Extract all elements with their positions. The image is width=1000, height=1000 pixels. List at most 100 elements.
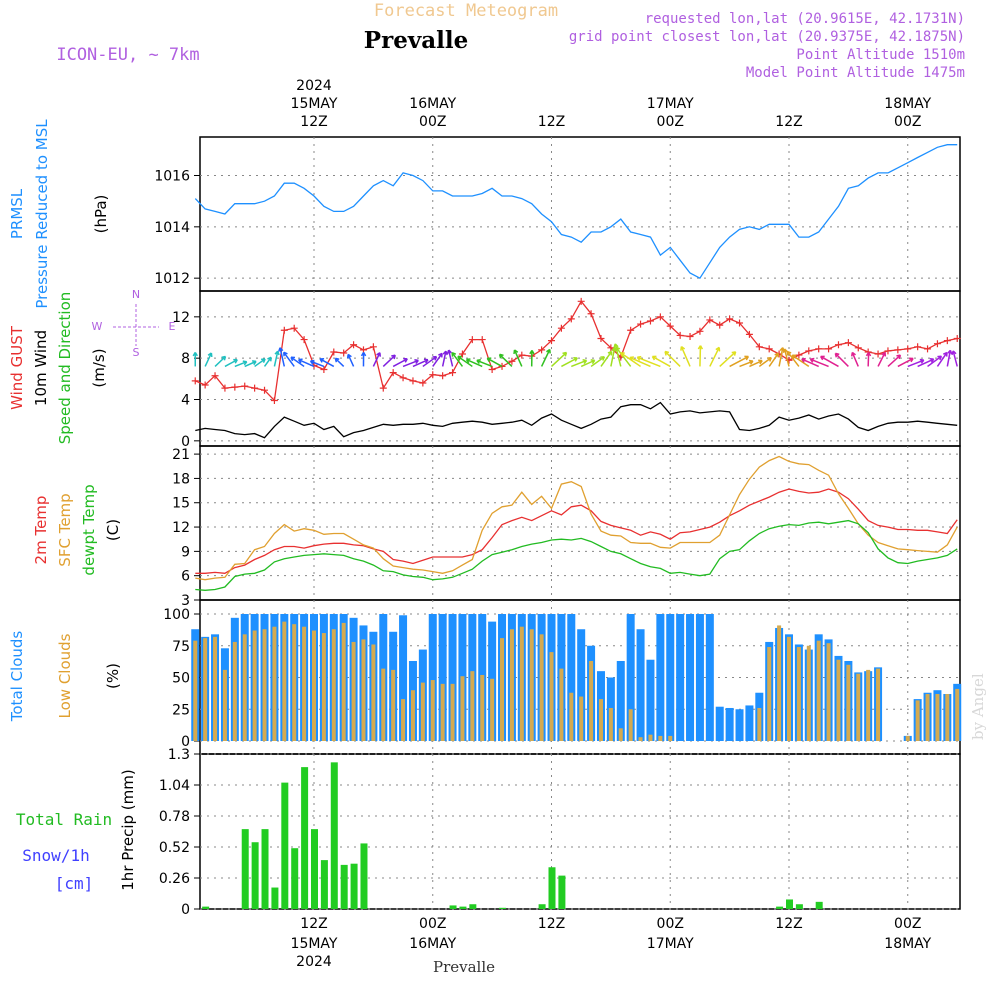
wind-arrow-head (929, 357, 935, 363)
low-cloud-bar (618, 728, 623, 741)
wind-arrow (451, 352, 464, 367)
wind-arrow-head (261, 358, 266, 364)
wind-arrow (652, 355, 671, 368)
y-tick-label: 0.26 (159, 871, 190, 887)
low-cloud-bar (648, 734, 653, 741)
low-clouds-label: Low Clouds (56, 633, 74, 718)
low-cloud-bar (321, 633, 326, 741)
rain-bar (795, 904, 803, 909)
wind-arrow-head (283, 351, 288, 357)
gridpoint-coords: grid point closest lon,lat (20.9375E, 42… (569, 29, 965, 45)
wind-arrow (214, 355, 226, 367)
total-cloud-bar (745, 705, 754, 741)
wind-arrow-head (309, 359, 315, 365)
low-cloud-bar (341, 622, 346, 741)
wind-arrow-head (590, 359, 596, 365)
wind-arrow (768, 352, 779, 367)
wind-arrow-head (865, 352, 872, 357)
y-tick-label: 12 (172, 310, 190, 326)
y-tick-label: 8 (181, 351, 190, 367)
wind-arrow (412, 359, 429, 368)
time-label: 00Z (657, 114, 684, 130)
gust-marker (538, 346, 546, 354)
gust-marker (231, 383, 239, 391)
gust-marker (478, 336, 486, 344)
wind-arrow-head (937, 355, 943, 361)
wind-arrow (749, 359, 763, 368)
gust-marker (468, 336, 476, 344)
rain-bar (311, 829, 318, 909)
low-cloud-bar (955, 688, 960, 741)
y-tick-label: 1.04 (159, 778, 190, 794)
wind-arrow-head (242, 360, 248, 366)
gust-marker (884, 347, 892, 355)
gust-marker (241, 382, 249, 390)
rain-label: Total Rain (16, 810, 112, 829)
gust-marker (834, 341, 842, 349)
wind-arrow-head (290, 356, 296, 362)
time-label: 2024 (296, 954, 332, 970)
time-label: 18MAY (884, 96, 931, 112)
wind-arrow-head (274, 350, 280, 356)
wind-arrow (204, 352, 213, 367)
low-cloud-bar (410, 690, 415, 741)
low-cloud-bar (262, 629, 267, 741)
low-cloud-bar (589, 660, 594, 741)
gust-marker (943, 337, 951, 345)
low-cloud-bar (480, 674, 485, 741)
y-tick-label: 1.3 (168, 747, 190, 763)
low-cloud-bar (826, 643, 831, 741)
gust-marker (676, 331, 684, 339)
wind-arrow (244, 360, 257, 368)
wind-arrow-head (786, 350, 792, 356)
wind-arrow-head (809, 357, 815, 363)
low-cloud-bar (846, 664, 851, 741)
total-cloud-bar (676, 614, 685, 741)
wind-arrow (946, 350, 952, 367)
total-cloud-bar (646, 659, 655, 741)
total-cloud-bar (448, 614, 457, 741)
gust-marker (350, 341, 358, 349)
low-cloud-bar (401, 699, 406, 741)
rain-bar (330, 762, 338, 909)
gust-marker (340, 349, 348, 357)
low-cloud-bar (767, 647, 772, 741)
gust-marker (726, 315, 734, 323)
pressure-unit: (hPa) (92, 195, 110, 234)
y-tick-label: 1012 (154, 271, 190, 287)
low-cloud-bar (312, 630, 316, 741)
rain-bar (469, 904, 477, 909)
location-title: Prevalle (364, 27, 468, 54)
y-tick-label: 4 (181, 393, 190, 409)
rain-bar (271, 887, 279, 909)
gust-marker (458, 350, 466, 358)
gust-marker (211, 372, 219, 380)
wind-arrow-head (457, 355, 462, 361)
wind-arrow-head (919, 358, 925, 364)
time-label: 17MAY (647, 96, 694, 112)
y-tick-label: 21 (172, 447, 190, 463)
low-cloud-bar (866, 669, 871, 741)
wind-arrow (499, 353, 513, 367)
gust-marker (696, 327, 704, 335)
wind-arrow (402, 359, 419, 368)
wind-arrow (719, 351, 737, 367)
compass-label: N (132, 288, 140, 301)
wind-arrow-head (680, 346, 686, 351)
low-cloud-bar (272, 626, 277, 741)
time-label: 12Z (538, 916, 565, 932)
gust-marker (429, 371, 437, 379)
wind-arrow (952, 350, 958, 367)
wind-arrow-head (423, 358, 429, 364)
wind-arrow (709, 347, 720, 367)
low-cloud-bar (905, 735, 910, 741)
wind-arrow-head (438, 352, 443, 358)
wind-arrow-head (942, 351, 948, 357)
total-cloud-bar (705, 614, 714, 741)
low-cloud-bar (777, 625, 782, 741)
wind-arrow (432, 352, 443, 367)
wind-arrow (834, 352, 849, 367)
wind-arrow-head (562, 351, 568, 357)
wind-arrow-head (782, 348, 788, 354)
wind-arrow-head (221, 355, 227, 361)
